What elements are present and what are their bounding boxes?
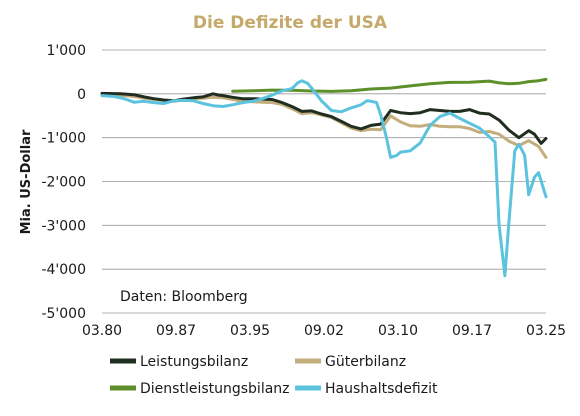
x-tick-label: 03.25 — [526, 323, 566, 339]
series-lines — [100, 77, 548, 278]
y-tick-label: -3'000 — [41, 218, 86, 234]
y-tick-label: 0 — [77, 87, 86, 103]
series-line-leistungsbilanz — [100, 91, 548, 145]
x-tick-label: 09.87 — [156, 323, 196, 339]
y-tick-label: -5'000 — [41, 306, 86, 322]
x-ticks: 03.80 09.87 03.95 09.02 03.10 09.17 03.25 — [82, 323, 566, 339]
x-tick-label: 03.10 — [378, 323, 418, 339]
chart-title: Die Defizite der USA — [193, 13, 388, 33]
legend-label: Dienstleistungsbilanz — [140, 381, 290, 397]
series-line-dienstleistungsbilanz — [231, 77, 548, 93]
y-tick-label: 1'000 — [47, 43, 86, 59]
legend-label: Haushaltsdefizit — [325, 381, 438, 397]
x-tick-label: 03.80 — [82, 323, 122, 339]
legend: Leistungsbilanz Güterbilanz Dienstleistung… — [110, 354, 438, 397]
legend-label: Güterbilanz — [325, 354, 406, 370]
y-ticks: 1'000 0 -1'000 -2'000 -3'000 -4'000 -5'000 — [41, 43, 86, 322]
legend-label: Leistungsbilanz — [140, 354, 248, 370]
source-annotation: Daten: Bloomberg — [120, 289, 248, 305]
y-tick-label: -1'000 — [41, 131, 86, 147]
x-tick-label: 03.95 — [230, 323, 270, 339]
y-axis-label: Mia. US-Dollar — [19, 129, 34, 234]
grid — [102, 49, 546, 314]
x-tick-label: 09.02 — [304, 323, 344, 339]
series-line-haushaltsdefizit — [100, 79, 548, 278]
y-tick-label: -2'000 — [41, 175, 86, 191]
y-tick-label: -4'000 — [41, 262, 86, 278]
x-tick-label: 09.17 — [452, 323, 492, 339]
